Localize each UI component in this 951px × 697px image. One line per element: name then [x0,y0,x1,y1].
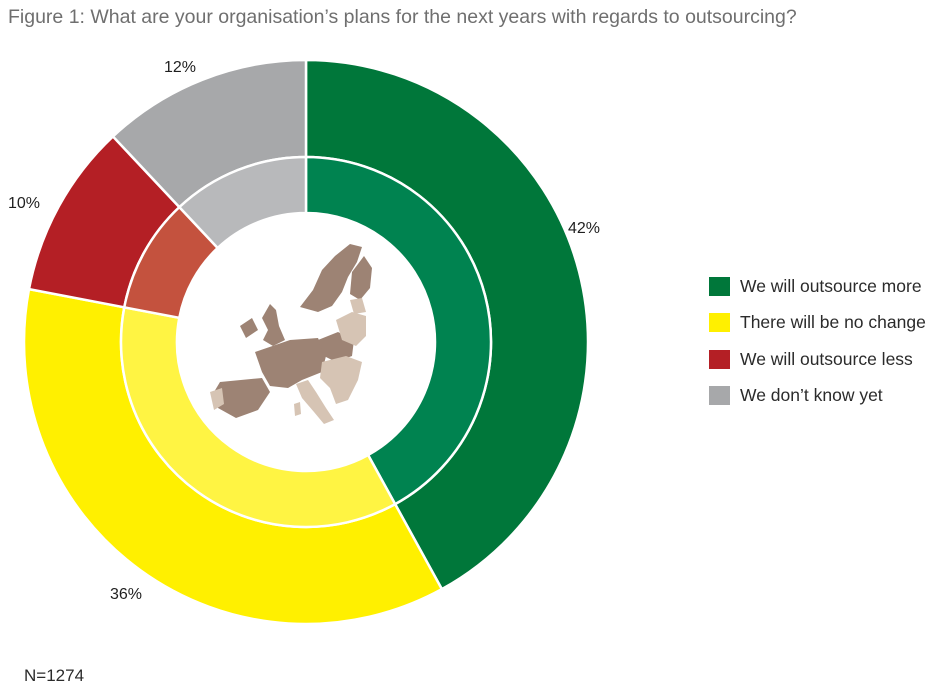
ireland-shape [240,318,258,338]
pct-label-outsource-less: 10% [8,195,40,212]
legend-swatch [709,349,730,369]
sample-size-note: N=1274 [24,666,85,685]
legend-item-outsource-more: We will outsource more [709,268,926,305]
legend-label: We will outsource less [740,348,913,369]
scandinavia-shape [300,244,362,312]
legend-item-no-change: There will be no change [709,305,926,342]
legend-swatch [709,386,730,406]
inner-slice-dont-know [177,155,308,250]
legend-item-outsource-less: We will outsource less [709,341,926,378]
legend-label: There will be no change [740,312,926,333]
europe-map-icon [210,244,372,424]
inner-ring [119,155,493,529]
eastern-europe-shape [336,312,366,346]
legend-swatch [709,313,730,333]
baltics-shape [350,298,366,314]
legend-label: We don’t know yet [740,385,883,406]
pct-label-outsource-more: 42% [568,220,600,237]
chart-title: Figure 1: What are your organisation’s p… [8,6,797,28]
britain-shape [262,304,285,346]
pct-label-dont-know: 12% [164,59,196,76]
legend-label: We will outsource more [740,275,922,296]
iberia-shape [214,378,270,418]
finland-shape [350,256,372,300]
legend-swatch [709,276,730,296]
western-europe-shape [255,338,326,388]
percentage-labels: 42% 36% 10% 12% [8,59,600,603]
pct-label-no-change: 36% [110,586,142,603]
balkans-shape [320,356,362,404]
iberia-light-shape [210,388,224,410]
sardinia-shape [294,402,301,416]
outer-ring [22,58,590,626]
legend-item-dont-know: We don’t know yet [709,378,926,415]
legend: We will outsource more There will be no … [709,268,926,414]
italy-shape [296,380,334,424]
